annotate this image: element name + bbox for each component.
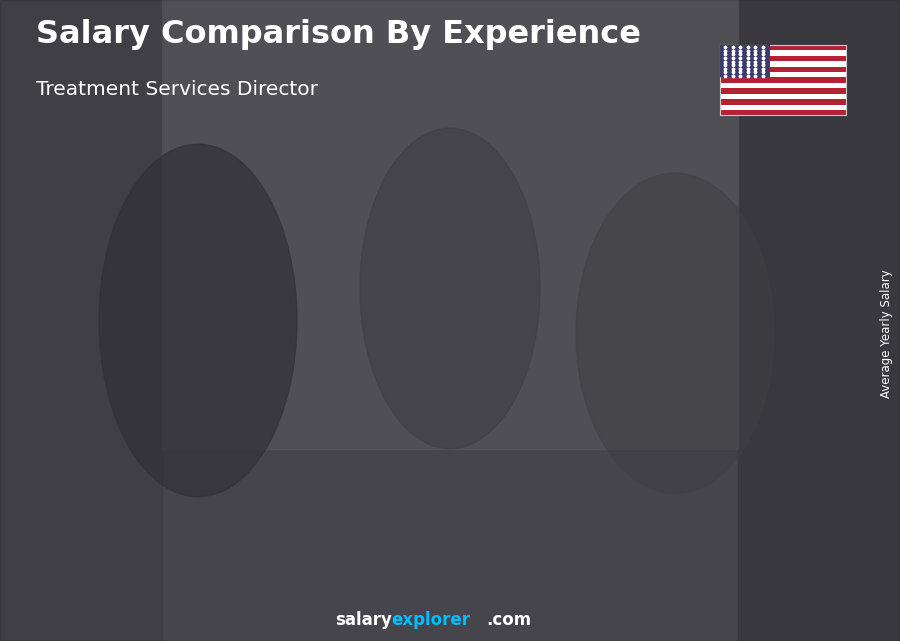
- Polygon shape: [280, 385, 287, 577]
- Bar: [598, 228, 664, 577]
- Polygon shape: [409, 305, 415, 577]
- Bar: [720, 99, 846, 104]
- Text: 312,000 USD: 312,000 USD: [322, 288, 413, 301]
- Polygon shape: [536, 259, 543, 577]
- Text: .com: .com: [486, 612, 531, 629]
- Bar: [720, 56, 846, 61]
- Text: +42%: +42%: [265, 233, 332, 253]
- Bar: [720, 72, 846, 78]
- Bar: [342, 305, 409, 577]
- Text: +10%: +10%: [533, 160, 600, 180]
- Text: explorer: explorer: [392, 612, 471, 629]
- Ellipse shape: [360, 128, 540, 449]
- Bar: [720, 45, 770, 78]
- Bar: [720, 104, 846, 110]
- Polygon shape: [792, 207, 798, 577]
- Text: +23%: +23%: [137, 317, 204, 337]
- Bar: [720, 45, 846, 50]
- Bar: [214, 385, 280, 577]
- Text: Treatment Services Director: Treatment Services Director: [36, 80, 318, 99]
- Text: 180,000 USD: 180,000 USD: [40, 403, 131, 417]
- Text: +17%: +17%: [405, 191, 472, 211]
- Bar: [720, 88, 846, 94]
- Bar: [720, 67, 846, 72]
- Text: 401,000 USD: 401,000 USD: [578, 210, 669, 224]
- Bar: [720, 78, 846, 83]
- Bar: [720, 50, 846, 56]
- Bar: [0, 0, 162, 641]
- Ellipse shape: [99, 144, 297, 497]
- Bar: [738, 0, 900, 641]
- Bar: [720, 110, 846, 115]
- Text: salary: salary: [335, 612, 392, 629]
- Text: 220,000 USD: 220,000 USD: [194, 368, 284, 381]
- Bar: [470, 259, 536, 577]
- Polygon shape: [664, 228, 670, 577]
- Text: Average Yearly Salary: Average Yearly Salary: [880, 269, 893, 397]
- Bar: [720, 61, 846, 67]
- Text: Salary Comparison By Experience: Salary Comparison By Experience: [36, 19, 641, 50]
- Polygon shape: [152, 420, 159, 577]
- Bar: [86, 420, 152, 577]
- Text: 425,000 USD: 425,000 USD: [706, 189, 796, 203]
- Bar: [720, 83, 846, 88]
- Ellipse shape: [576, 173, 774, 494]
- Bar: [725, 207, 792, 577]
- Text: 365,000 USD: 365,000 USD: [450, 242, 541, 255]
- Text: +6%: +6%: [669, 139, 721, 159]
- Bar: [162, 0, 738, 449]
- Bar: [720, 94, 846, 99]
